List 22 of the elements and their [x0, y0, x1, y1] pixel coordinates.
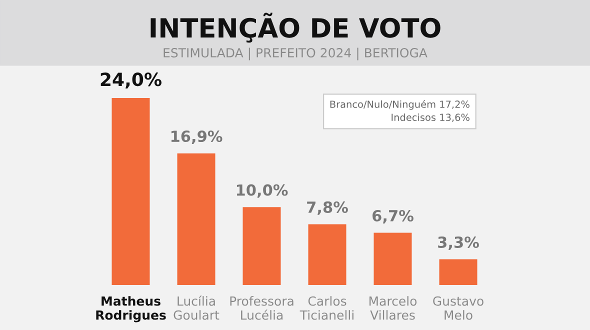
bar: [177, 153, 216, 285]
x-tick-label: Marcelo Villares: [369, 296, 417, 320]
bar: [112, 98, 150, 285]
x-tick-label: Gustavo Melo: [433, 296, 484, 320]
data-label: 3,3%: [438, 236, 479, 250]
bar: [374, 232, 412, 285]
data-label: 6,7%: [372, 210, 414, 224]
bar: [242, 207, 281, 285]
data-label: 24,0%: [100, 72, 162, 89]
chart-subtitle: ESTIMULADA | PREFEITO 2024 | BERTIOGA: [164, 48, 428, 60]
data-label: 10,0%: [236, 184, 288, 198]
annotation: Indecisos 13,6%: [392, 113, 470, 122]
x-tick-label: Carlos Ticianelli: [300, 296, 354, 320]
bar: [308, 224, 346, 285]
data-label: 7,8%: [307, 201, 348, 215]
bar: [439, 259, 478, 285]
x-tick-label: Matheus Rodrigues: [96, 296, 166, 322]
x-tick-label: Professora Lucélia: [230, 296, 294, 320]
data-label: 16,9%: [171, 130, 222, 144]
annotation: Branco/Nulo/Ninguém 17,2%: [330, 100, 470, 110]
x-tick-label: Lucília Goulart: [174, 296, 220, 320]
chart-title: INTENÇÃO DE VOTO: [150, 12, 440, 43]
